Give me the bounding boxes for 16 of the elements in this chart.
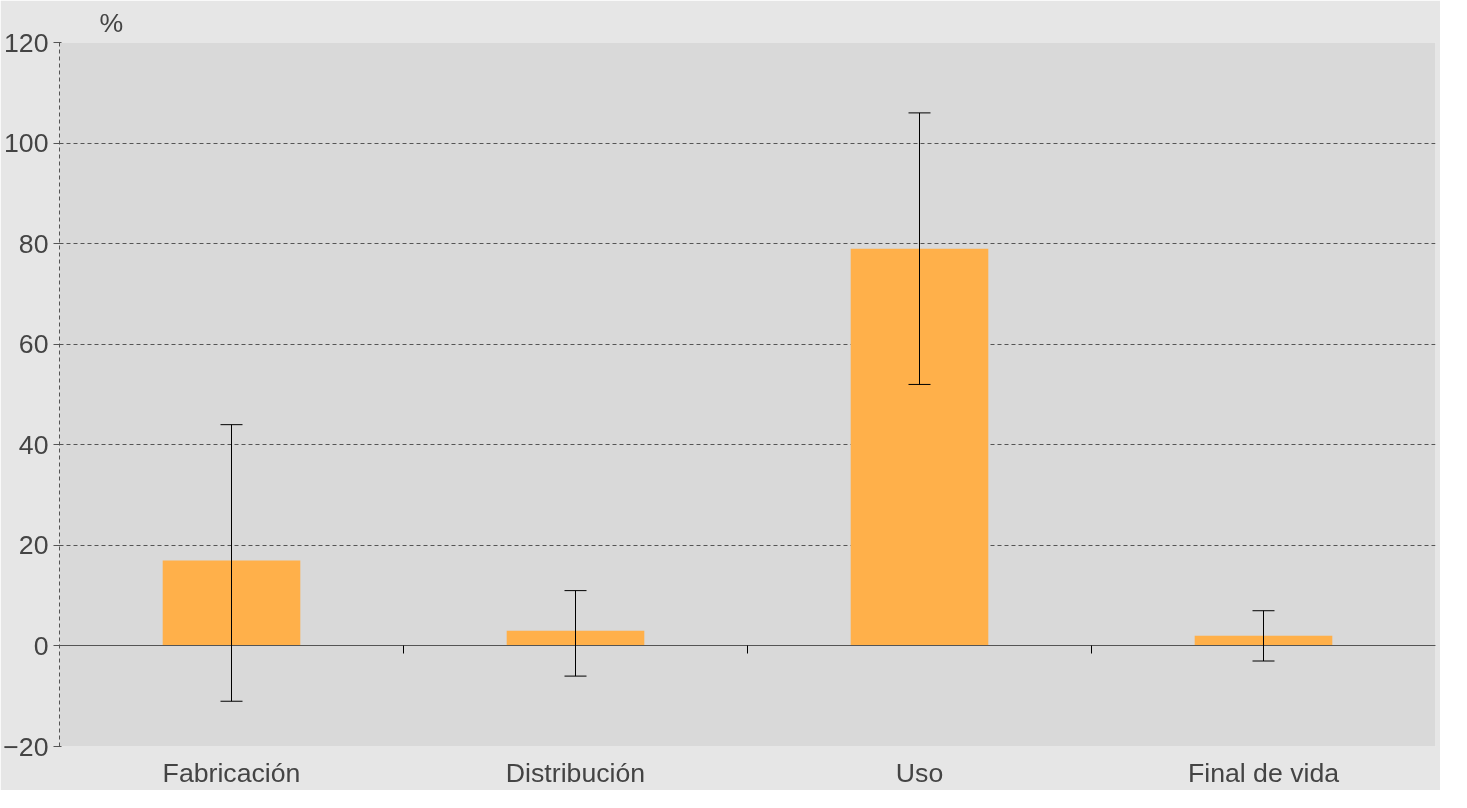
y-tick-label: 120: [4, 27, 49, 58]
y-tick-label: 0: [33, 630, 49, 661]
y-tick-label: −20: [3, 731, 49, 762]
y-axis-title: %: [99, 7, 124, 38]
y-tick-label: 60: [18, 329, 49, 360]
x-tick-label: Fabricación: [162, 757, 301, 788]
y-tick-label: 40: [18, 429, 49, 460]
x-tick-label: Uso: [895, 757, 944, 788]
bar: [850, 248, 989, 646]
y-tick-label: 20: [18, 530, 49, 561]
x-tick-label: Final de vida: [1187, 757, 1340, 788]
bar: [506, 630, 645, 646]
x-tick-label: Distribución: [505, 757, 646, 788]
bar: [162, 560, 301, 646]
y-tick-label: 80: [18, 228, 49, 259]
y-tick-label: 100: [4, 128, 49, 159]
